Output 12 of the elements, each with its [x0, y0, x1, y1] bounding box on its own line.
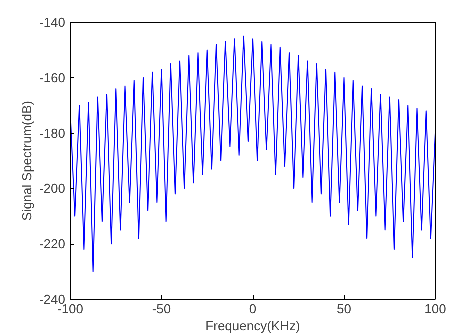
y-tick-label: -200: [39, 181, 66, 196]
x-tick-label: 0: [249, 302, 257, 316]
y-tick-label: -140: [39, 15, 66, 30]
x-tick-label: 50: [337, 302, 352, 316]
x-axis-title: Frequency(KHz): [206, 318, 300, 334]
y-tick-label: -180: [39, 126, 66, 141]
x-tick-label: 100: [424, 302, 446, 316]
line-series: [70, 36, 436, 272]
y-tick-label: -160: [39, 70, 66, 86]
y-axis-title: Signal Spectrum(dB): [19, 101, 34, 221]
y-tick-label: -220: [39, 236, 66, 252]
x-tick-label: -50: [152, 302, 172, 316]
